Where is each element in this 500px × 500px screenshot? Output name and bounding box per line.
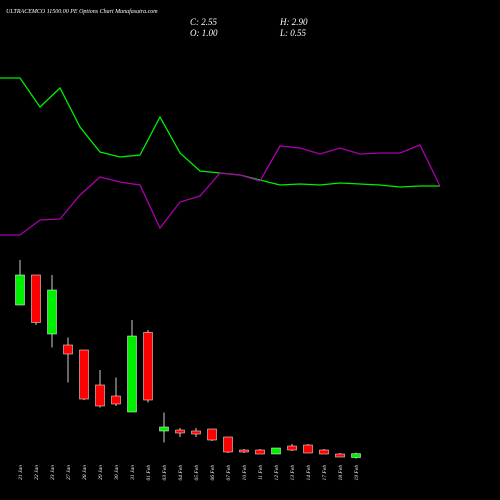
x-tick-label: 10 Feb [242, 465, 248, 481]
x-tick-label: 19 Feb [354, 465, 360, 481]
x-tick-label: 29 Jan [98, 465, 104, 480]
x-tick-label: 31 Jan [130, 465, 136, 481]
close-label: C: 2.55 [190, 17, 218, 27]
candle-body [255, 449, 265, 455]
candle-body [79, 349, 89, 400]
x-tick-label: 01 Feb [146, 465, 152, 481]
x-tick-label: 28 Jan [82, 465, 88, 480]
x-tick-label: 07 Feb [226, 465, 232, 481]
candle-body [95, 384, 105, 407]
candle-body [63, 344, 73, 355]
x-tick-label: 12 Feb [274, 465, 280, 481]
x-tick-label: 13 Feb [290, 465, 296, 481]
candle-body [47, 289, 57, 335]
candle-body [31, 274, 41, 323]
x-tick-label: 11 Feb [258, 465, 264, 480]
candle-body [223, 436, 233, 453]
candle-body [159, 426, 169, 432]
candle-body [271, 447, 281, 455]
candle-body [335, 453, 345, 458]
x-tick-label: 30 Jan [114, 465, 120, 481]
x-tick-label: 27 Jan [66, 465, 72, 480]
x-tick-label: 04 Feb [177, 465, 184, 481]
x-tick-label: 21 Jan [18, 465, 24, 480]
line-series [0, 77, 440, 188]
chart-title: ULTRACEMCO 11500.00 PE Options Chart Mun… [6, 8, 158, 15]
candle-body [175, 429, 185, 434]
open-label: O: 1.00 [190, 28, 218, 38]
candle-body [319, 449, 329, 455]
x-tick-label: 23 Jan [50, 465, 56, 480]
line-series [0, 144, 441, 236]
low-label: L: 0.55 [279, 28, 307, 38]
x-tick-label: 14 Feb [305, 465, 312, 481]
candle-body [351, 453, 361, 458]
x-tick-label: 18 Feb [338, 465, 344, 481]
x-tick-label: 05 Feb [194, 465, 200, 481]
candle-body [143, 332, 153, 401]
x-tick-label: 06 Feb [210, 465, 216, 481]
candle-body [127, 335, 137, 413]
candle-body [191, 430, 201, 435]
high-label: H: 2.90 [279, 17, 308, 27]
candle-body [303, 444, 313, 454]
candle-body [207, 428, 217, 441]
candle-body [287, 445, 297, 451]
x-tick-label: 22 Jan [34, 465, 40, 480]
candle-body [239, 449, 249, 453]
candle-body [15, 274, 25, 306]
x-tick-label: 17 Feb [322, 465, 328, 481]
candle-body [111, 395, 121, 405]
x-tick-label: 03 Feb [162, 465, 168, 481]
